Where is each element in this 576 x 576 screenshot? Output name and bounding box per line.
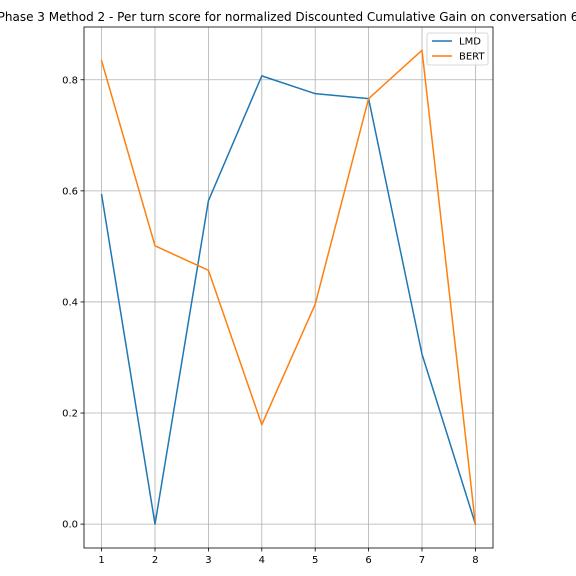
y-tick-label: 0.2 bbox=[62, 409, 78, 420]
plot-frame bbox=[83, 26, 494, 549]
y-tick-label: 0.4 bbox=[62, 297, 78, 308]
y-tick-label: 0.0 bbox=[62, 520, 78, 531]
x-tick-label: 7 bbox=[419, 555, 425, 566]
chart-title: Phase 3 Method 2 - Per turn score for no… bbox=[0, 10, 576, 24]
legend: LMD BERT bbox=[426, 32, 489, 66]
x-tick-label: 2 bbox=[152, 555, 158, 566]
series-lines bbox=[100, 49, 477, 526]
y-tick-label: 0.8 bbox=[62, 75, 78, 86]
x-tick-label: 8 bbox=[472, 555, 478, 566]
legend-label-bert: BERT bbox=[459, 52, 485, 63]
series-line-bert bbox=[100, 49, 477, 525]
x-tick-label: 4 bbox=[259, 555, 265, 566]
series-line-lmd bbox=[100, 75, 477, 526]
x-tick-label: 5 bbox=[312, 555, 318, 566]
x-tick-label: 1 bbox=[98, 555, 104, 566]
y-tick-label: 0.6 bbox=[62, 186, 78, 197]
legend-label-lmd: LMD bbox=[459, 37, 481, 48]
x-tick-label: 6 bbox=[365, 555, 371, 566]
axis-ticks: 1 2 3 4 5 6 7 8 0.0 0.2 0.4 0.6 0.8 bbox=[62, 75, 478, 566]
x-tick-label: 3 bbox=[205, 555, 211, 566]
